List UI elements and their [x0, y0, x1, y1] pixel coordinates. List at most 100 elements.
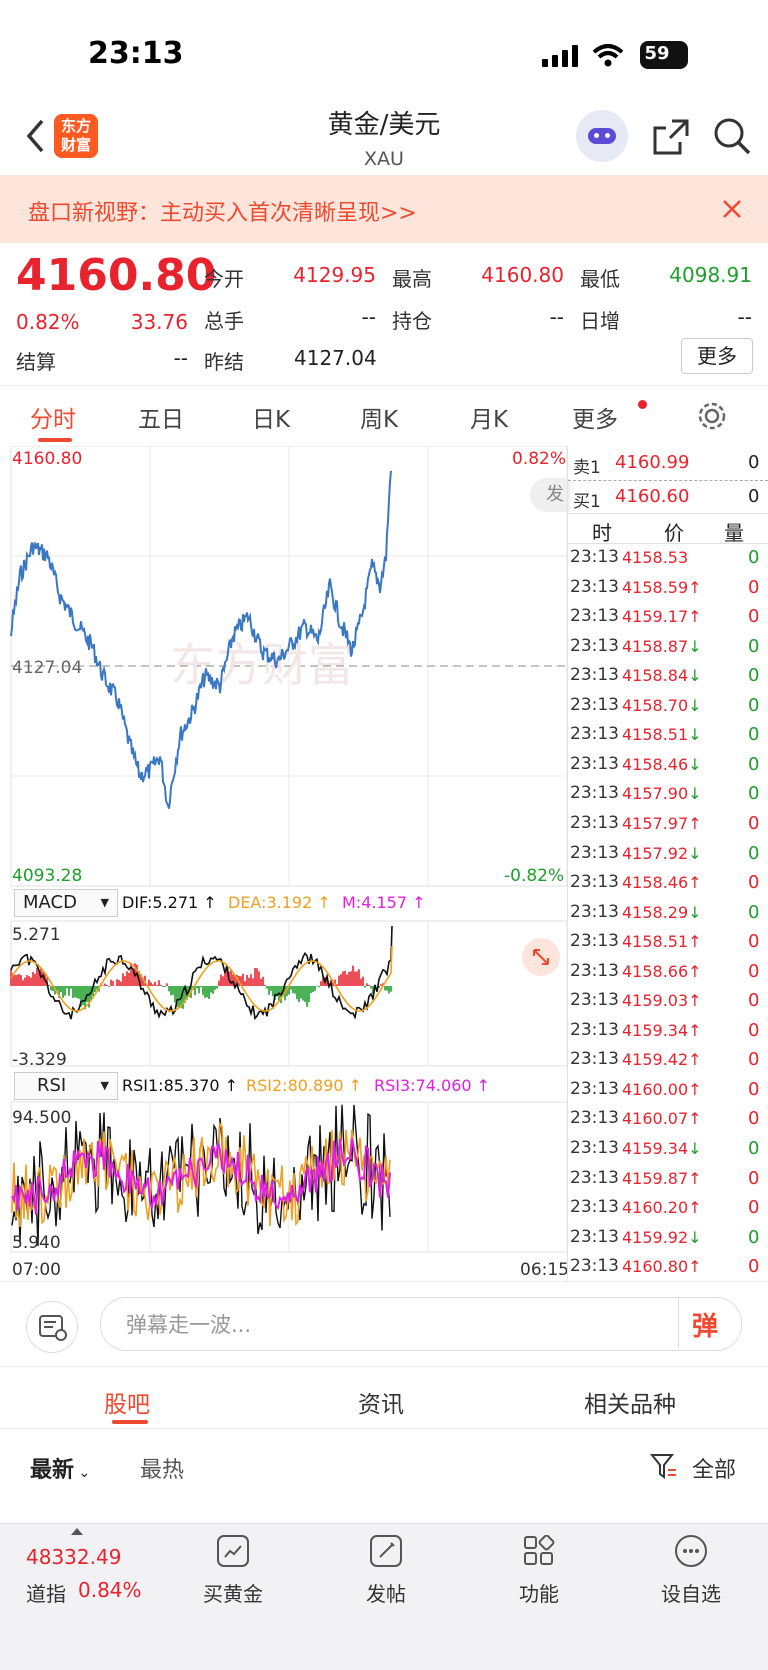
tab-more[interactable]: 更多: [572, 407, 618, 433]
tick-volume: 0: [748, 1049, 760, 1071]
tick-price: 4160.80↑: [622, 1257, 702, 1277]
tab-monthly-k[interactable]: 月K: [470, 407, 509, 433]
high-value: 4160.80: [481, 263, 564, 287]
tick-time: 23:13: [570, 547, 619, 567]
buy1-label: 买1: [573, 492, 601, 512]
tick-row: 23:13 4160.07↑ 0: [570, 1108, 768, 1138]
intraday-chart[interactable]: 东方财富: [0, 446, 568, 1281]
tick-price: 4159.03↑: [622, 991, 702, 1011]
tick-row: 23:13 4158.29↓ 0: [570, 902, 768, 932]
tick-price: 4159.87↑: [622, 1168, 702, 1188]
tab-five-day[interactable]: 五日: [138, 407, 184, 433]
battery-icon: 59: [640, 41, 688, 69]
last-price: 4160.80: [16, 250, 217, 301]
tick-volume: 0: [748, 812, 760, 834]
position-value: --: [549, 305, 564, 329]
tick-volume: 0: [748, 901, 760, 923]
sell1-price: 4160.99: [615, 452, 690, 473]
danmu-settings-icon[interactable]: [26, 1301, 78, 1353]
tick-row: 23:13 4159.34↓ 0: [570, 1138, 768, 1168]
sort-hot[interactable]: 最热: [140, 1458, 185, 1483]
tick-row: 23:13 4159.17↑ 0: [570, 606, 768, 636]
post-icon[interactable]: [370, 1535, 402, 1567]
prev-settle-label: 昨结: [204, 350, 244, 374]
settings-gear-icon[interactable]: [696, 400, 728, 432]
index-value[interactable]: 48332.49: [26, 1545, 122, 1569]
search-icon[interactable]: [712, 116, 752, 156]
time-axis-end: 06:15: [520, 1260, 569, 1280]
tick-volume: 0: [748, 1256, 760, 1278]
tab-daily-k[interactable]: 日K: [252, 407, 291, 433]
filter-icon[interactable]: [650, 1452, 678, 1480]
tab-guba[interactable]: 股吧: [104, 1392, 150, 1418]
tab-related[interactable]: 相关品种: [584, 1392, 676, 1418]
dif-line: [10, 925, 393, 1021]
share-icon[interactable]: [652, 118, 690, 156]
index-name[interactable]: 道指: [26, 1582, 66, 1606]
buy-gold-button[interactable]: 买黄金: [203, 1582, 263, 1606]
expand-icon[interactable]: [522, 938, 560, 976]
tick-time: 23:13: [570, 783, 619, 804]
tick-volume: 0: [748, 842, 760, 864]
tick-row: 23:13 4158.46↑ 0: [570, 872, 768, 902]
tab-underline: [38, 438, 72, 442]
ticks-head-time: 时: [592, 521, 612, 545]
tick-price: 4159.17↑: [622, 607, 702, 627]
close-icon[interactable]: [722, 199, 742, 219]
tab-weekly-k[interactable]: 周K: [360, 407, 399, 433]
danmu-toggle-icon[interactable]: 弹: [692, 1312, 719, 1342]
high-label: 最高: [392, 267, 432, 291]
add-watchlist-button[interactable]: 设自选: [661, 1582, 721, 1606]
send-danmu-button[interactable]: 发: [530, 478, 570, 512]
tick-time: 23:13: [570, 576, 619, 597]
buy1-price: 4160.60: [615, 486, 690, 507]
tick-price: 4158.70↓: [622, 695, 702, 715]
tick-price: 4159.92↓: [622, 1227, 702, 1247]
tick-time: 23:13: [570, 753, 619, 774]
rsi2-value: RSI2:80.890 ↑: [246, 1076, 363, 1095]
tick-row: 23:13 4158.66↑ 0: [570, 961, 768, 991]
tab-intraday[interactable]: 分时: [30, 407, 76, 433]
buy-gold-icon[interactable]: [217, 1535, 249, 1567]
tick-time: 23:13: [570, 1226, 619, 1247]
tick-row: 23:13 4158.51↑ 0: [570, 931, 768, 961]
tick-time: 23:13: [570, 1197, 619, 1218]
tick-time: 23:13: [570, 694, 619, 715]
tick-volume: 0: [748, 547, 760, 568]
pct-top: 0.82%: [512, 449, 567, 469]
more-quote-button[interactable]: 更多: [681, 338, 753, 374]
rsi1-value: RSI1:85.370 ↑: [122, 1076, 239, 1095]
tab-news[interactable]: 资讯: [358, 1392, 404, 1418]
post-button[interactable]: 发帖: [366, 1582, 406, 1606]
tick-time: 23:13: [570, 960, 619, 981]
tick-time: 23:13: [570, 1019, 619, 1040]
functions-button[interactable]: 功能: [519, 1582, 559, 1606]
index-pct[interactable]: 0.84%: [78, 1578, 142, 1602]
promo-banner[interactable]: [0, 175, 768, 243]
macd-indicator-selector[interactable]: MACD ▼: [14, 889, 118, 917]
tick-volume: 0: [748, 1226, 760, 1248]
filter-all[interactable]: 全部: [692, 1458, 737, 1483]
tick-time: 23:13: [570, 931, 619, 952]
rsi-indicator-selector[interactable]: RSI ▼: [14, 1072, 118, 1100]
tick-price: 4158.46↑: [622, 873, 702, 893]
banner-text[interactable]: 盘口新视野：主动买入首次清晰呈现>>: [28, 201, 417, 226]
danmu-input[interactable]: [100, 1297, 742, 1351]
robot-assistant-icon[interactable]: [576, 110, 628, 162]
functions-icon[interactable]: [523, 1534, 555, 1567]
macd-bottom: -3.329: [12, 1050, 67, 1070]
more-dots-icon[interactable]: [675, 1535, 707, 1567]
volume-value: --: [361, 305, 376, 329]
tick-row: 23:13 4158.59↑ 0: [570, 577, 768, 607]
prev-settle-value: 4127.04: [294, 346, 377, 370]
danmu-placeholder[interactable]: 弹幕走一波...: [126, 1313, 252, 1337]
tick-price: 4160.00↑: [622, 1079, 702, 1099]
sort-latest[interactable]: 最新 ⌄: [30, 1458, 91, 1483]
tick-volume: 0: [748, 576, 760, 598]
tick-row: 23:13 4157.97↑ 0: [570, 813, 768, 843]
tick-price: 4158.29↓: [622, 902, 702, 922]
back-icon[interactable]: [24, 118, 48, 154]
tick-time: 23:13: [570, 1167, 619, 1188]
tick-row: 23:13 4158.84↓ 0: [570, 665, 768, 695]
dea-line: [10, 945, 393, 1012]
